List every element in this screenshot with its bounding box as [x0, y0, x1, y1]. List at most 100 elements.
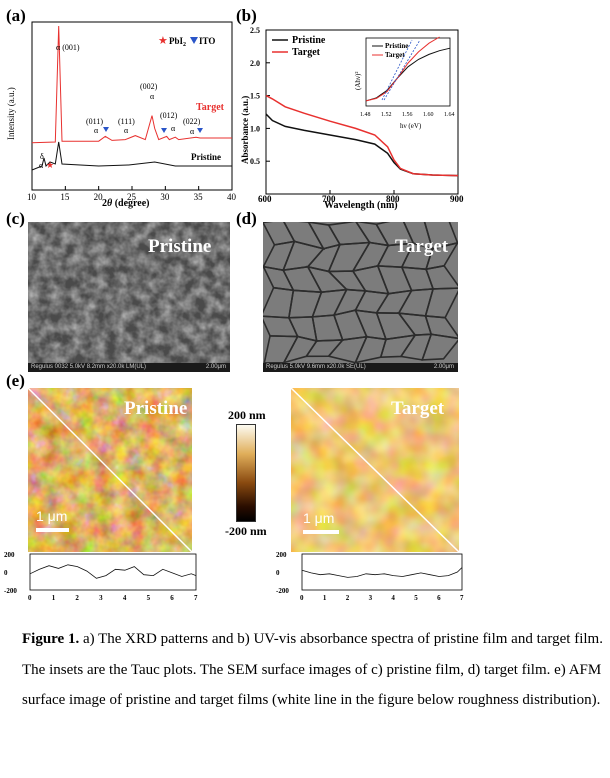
ito-marker-2 — [161, 128, 167, 133]
uvvis-xtick-label: 700 — [322, 194, 336, 204]
afm-target-scale-label: 1 μm — [303, 510, 335, 526]
uvvis-chart: Absorbance (a.u.) Wavelength (nm) 600 700… — [240, 26, 464, 211]
afm-target-profile — [301, 567, 463, 578]
ito-marker-3 — [197, 128, 203, 133]
afm-pristine-title: Pristine — [124, 398, 188, 419]
pbi2-peak-star-icon: ★ — [46, 160, 54, 170]
tauc-inset: (Ahν)² hν (eV) 1.48 1.52 1.56 1.60 1.64 Pris… — [354, 36, 455, 130]
profile-ytick-label: 0 — [276, 569, 280, 577]
profile-ytick-label: 200 — [276, 551, 287, 559]
uvvis-xticks: 600 700 800 900 — [258, 190, 464, 204]
xrd-xtick-label: 35 — [194, 192, 204, 202]
colorbar-bottom-label: -200 nm — [225, 524, 267, 538]
panel-label-e: (e) — [6, 371, 25, 390]
tauc-fit-line-1 — [383, 39, 421, 101]
peak-012: (012) — [160, 111, 178, 120]
peak-002-alpha: α — [150, 92, 155, 101]
ito-triangle-icon — [190, 37, 198, 44]
peak-002: (002) — [140, 82, 158, 91]
afm-pristine-profile-chart: 200 0 -200 0 1 2 3 4 5 6 7 — [4, 551, 198, 602]
peak-delta: δ — [40, 152, 44, 161]
xrd-legend-ito: ITO — [199, 36, 215, 46]
afm-target-profile-line — [291, 388, 459, 552]
afm-pristine-profile-line — [28, 388, 192, 552]
peak-111: (111) — [118, 117, 135, 126]
uvvis-xtick-label: 900 — [450, 194, 464, 204]
xrd-series-pristine: Pristine — [191, 152, 221, 162]
tauc-xtick-label: 1.60 — [423, 112, 434, 118]
uvvis-ytick-label: 1.5 — [250, 92, 260, 101]
ito-marker-1 — [103, 127, 109, 132]
uvvis-xtick-label: 800 — [386, 194, 400, 204]
sem-target-info: Regulus 5.0kV 9.6mm x20.0k SE(UL) — [266, 364, 366, 370]
profile-xtick-label: 4 — [391, 594, 395, 602]
panel-label-b: (b) — [236, 6, 257, 25]
tauc-xtick-label: 1.64 — [444, 112, 455, 118]
sem-target-infobar: Regulus 5.0kV 9.6mm x20.0k SE(UL) 2.00μm — [263, 363, 458, 372]
uvvis-legend-pristine: Pristine — [292, 35, 326, 46]
xrd-xtick-label: 15 — [60, 192, 69, 202]
sem-grain — [425, 264, 458, 290]
tauc-xticks: 1.48 1.52 1.56 1.60 1.64 — [360, 112, 455, 118]
sem-grain — [421, 333, 458, 361]
afm-pristine-scalebar — [36, 528, 69, 532]
profile-xtick-label: 1 — [52, 594, 56, 602]
xrd-xtick-label: 30 — [160, 192, 170, 202]
sem-pristine-texture — [28, 222, 230, 372]
afm-target-scalebar — [303, 530, 339, 534]
tauc-frame — [365, 37, 451, 107]
xrd-xtick-label: 10 — [27, 192, 37, 202]
tauc-pristine-line — [365, 47, 451, 102]
profile-xtick-label: 6 — [170, 594, 174, 602]
profile-xtick-label: 5 — [414, 594, 418, 602]
tauc-xtick-label: 1.48 — [360, 112, 371, 118]
sem-target-texture — [263, 222, 458, 372]
peak-011-alpha: α — [94, 126, 99, 135]
xrd-legend-pbi2: PbI2 — [169, 36, 186, 48]
uvvis-ylabel: Absorbance (a.u.) — [240, 96, 250, 164]
uvvis-ytick-label: 2.5 — [250, 26, 260, 35]
figure-caption-text: a) The XRD patterns and b) UV-vis absorb… — [22, 631, 603, 708]
tauc-ylabel: (Ahν)² — [354, 72, 362, 90]
peak-012-alpha: α — [171, 124, 176, 133]
xrd-xlabel: 2θ (degree) — [102, 198, 150, 209]
uvvis-pristine-line — [265, 113, 459, 177]
xrd-chart: Intensity (a.u.) 10 15 20 25 30 35 40 2θ (degr… — [6, 21, 237, 209]
tauc-xtick-label: 1.52 — [381, 112, 392, 118]
afm-target-image: Target 1 μm — [291, 388, 459, 552]
panel-label-d: (d) — [236, 209, 257, 228]
peak-022: (022) — [183, 117, 201, 126]
profile-ytick-label: -200 — [276, 587, 289, 595]
uvvis-xlabel: Wavelength (nm) — [324, 200, 398, 211]
profile-xtick-label: 0 — [300, 594, 304, 602]
uvvis-xtick-label: 600 — [258, 194, 272, 204]
xrd-pristine-line — [31, 141, 232, 171]
peak-111-alpha: α — [124, 126, 129, 135]
profile-xtick-label: 2 — [346, 594, 350, 602]
tauc-xlabel: hν (eV) — [400, 122, 422, 130]
sem-pristine-infobar: Regulus 0032 5.0kV 8.2mm x20.0k LM(UL) 2… — [28, 363, 230, 372]
tauc-target-line — [365, 36, 440, 102]
colorbar-top-label: 200 nm — [228, 408, 266, 422]
peak-small-alpha: α — [39, 161, 44, 170]
xrd-xtick-label: 40 — [227, 192, 237, 202]
figure-caption: Figure 1. a) The XRD patterns and b) UV-… — [22, 624, 608, 716]
afm-target-profile-chart: 200 0 -200 0 1 2 3 4 5 6 7 — [276, 551, 464, 602]
uvvis-ytick-label: 1.0 — [250, 124, 260, 133]
sem-grain — [424, 314, 458, 340]
profile-xtick-label: 3 — [99, 594, 103, 602]
sem-pristine-scale: 2.00μm — [205, 364, 226, 370]
sem-target-title: Target — [395, 236, 449, 257]
xrd-target-line — [31, 25, 232, 144]
profile-xtick-label: 0 — [28, 594, 32, 602]
uvvis-legend-target: Target — [292, 47, 321, 58]
tauc-legend-target: Target — [385, 51, 405, 59]
panel-label-a: (a) — [6, 6, 26, 25]
xrd-xtick-label: 20 — [94, 192, 104, 202]
afm-pristine-profile — [29, 564, 197, 579]
uvvis-plot-frame — [265, 29, 459, 195]
pbi2-star-icon: ★ — [158, 35, 168, 47]
profile-ytick-label: 0 — [4, 569, 8, 577]
sem-target-image: Target Regulus 5.0kV 9.6mm x20.0k SE(UL)… — [263, 222, 458, 372]
xrd-ylabel: Intensity (a.u.) — [6, 87, 16, 140]
